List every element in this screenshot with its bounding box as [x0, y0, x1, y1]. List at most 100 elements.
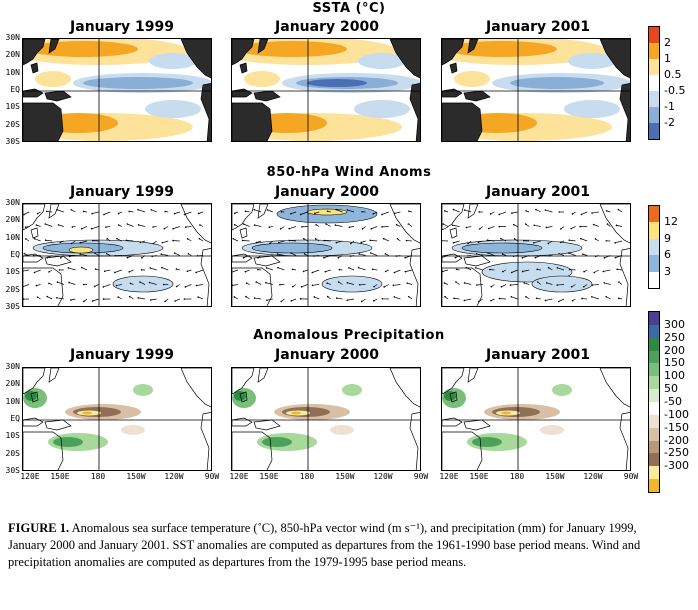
- wind-vector: [325, 223, 331, 227]
- asia-landmass: [442, 204, 465, 231]
- wind-vector: [475, 253, 483, 256]
- precip-section-title: Anomalous Precipitation: [253, 328, 445, 343]
- colorbar-label: -1: [664, 100, 675, 113]
- wind-vector: [373, 284, 378, 288]
- wind-vector: [23, 211, 30, 216]
- wind-vector: [557, 298, 565, 303]
- mexico-landmass: [180, 368, 211, 408]
- wind-vector: [583, 269, 588, 273]
- wind-vector: [395, 223, 401, 227]
- wind-vector: [370, 252, 378, 256]
- colorbar-label: 200: [664, 343, 685, 357]
- wind-vector: [23, 284, 30, 287]
- wind-vector: [23, 269, 30, 272]
- wind-vector: [524, 223, 530, 227]
- wind-vector: [44, 239, 53, 242]
- lon-tick-label: 120E: [20, 472, 40, 481]
- wind-vector: [56, 281, 64, 285]
- wind-vector: [292, 284, 297, 288]
- wind-vector: [255, 240, 262, 244]
- wind-vector: [116, 237, 122, 242]
- japan-landmass: [467, 368, 479, 383]
- precip-colorbar: [648, 311, 660, 493]
- wind-vector: [617, 208, 623, 213]
- precip-map-1999: [22, 367, 212, 471]
- wind-vector: [490, 284, 495, 288]
- wind-vector: [547, 266, 553, 271]
- philippines-landmass: [30, 62, 39, 74]
- wind-panel-title-2001: January 2001: [486, 184, 590, 200]
- new-guinea-landmass: [44, 255, 72, 267]
- wind-vector: [442, 223, 449, 227]
- south-america-landmass: [409, 412, 420, 470]
- wind-vector: [311, 269, 320, 274]
- wind-vector: [370, 226, 378, 230]
- wind-vector: [544, 209, 553, 213]
- colorbar-label: 0.5: [664, 68, 682, 81]
- wind-vector: [288, 239, 297, 242]
- wind-vector: [197, 296, 204, 300]
- wind-vector: [255, 281, 262, 285]
- wind-vector: [125, 239, 134, 242]
- wind-vector: [523, 239, 530, 242]
- wind-vector: [560, 226, 565, 230]
- wind-vector: [570, 226, 576, 230]
- wind-vector: [502, 269, 507, 273]
- wind-vector: [350, 240, 355, 245]
- wind-vector: [452, 240, 460, 244]
- colorbar-swatch: [649, 453, 659, 467]
- wind-vector: [384, 253, 389, 256]
- wind-vector: [346, 209, 355, 213]
- wind-vector: [91, 211, 99, 215]
- precip-wet-patch-n: [552, 384, 572, 396]
- wind-vector: [500, 284, 507, 288]
- wind-vector: [172, 239, 180, 242]
- wind-vector: [509, 284, 518, 286]
- ssta-warm-core-north: [237, 41, 347, 57]
- wind-map-1999: [22, 203, 212, 307]
- colorbar-label: 2: [664, 36, 671, 49]
- wind-vector: [70, 298, 76, 301]
- wind-vector: [591, 284, 599, 286]
- australia-landmass: [23, 267, 64, 306]
- wind-vector: [253, 297, 262, 300]
- wind-vector: [453, 297, 460, 300]
- wind-vector: [405, 239, 413, 242]
- colorbar-swatch: [649, 27, 659, 43]
- australia-landmass: [442, 431, 483, 470]
- ssta-cool-patch-se: [564, 100, 620, 118]
- wind-vector: [139, 240, 146, 244]
- wind-vector: [24, 226, 30, 228]
- wind-vector: [163, 226, 169, 230]
- wind-vector: [244, 210, 250, 213]
- lat-tick-label: 20N: [5, 379, 20, 389]
- wind-vector: [361, 226, 366, 230]
- wind-vector: [102, 284, 111, 288]
- ssta-map-1999: [22, 38, 212, 142]
- ssta-panel-title-2000: January 2000: [275, 19, 379, 35]
- ssta-map-2001: [441, 38, 631, 142]
- wind-vector: [83, 298, 88, 303]
- philippines-landmass: [30, 227, 39, 239]
- wind-vector: [82, 283, 88, 286]
- wind-speed-contour-6: [251, 242, 333, 254]
- new-guinea-landmass: [253, 90, 281, 102]
- wind-vector: [137, 297, 146, 300]
- japan-landmass: [467, 204, 479, 219]
- wind-vector: [581, 253, 588, 256]
- wind-vector: [94, 268, 99, 271]
- colorbar-swatch: [649, 363, 659, 377]
- japan-landmass: [48, 368, 60, 383]
- wind-speed-jet-core: [306, 208, 348, 216]
- precip-panel-title-1999: January 1999: [70, 347, 174, 363]
- indonesia-landmass: [232, 253, 253, 263]
- wind-vector: [408, 210, 413, 213]
- wind-vector: [558, 211, 565, 213]
- colorbar-swatch: [649, 271, 659, 288]
- wind-vector: [291, 268, 297, 271]
- wind-vector: [486, 239, 495, 242]
- wind-vector: [140, 269, 146, 271]
- wind-vector: [545, 282, 553, 285]
- wind-vector: [195, 269, 204, 274]
- wind-vector: [244, 269, 250, 273]
